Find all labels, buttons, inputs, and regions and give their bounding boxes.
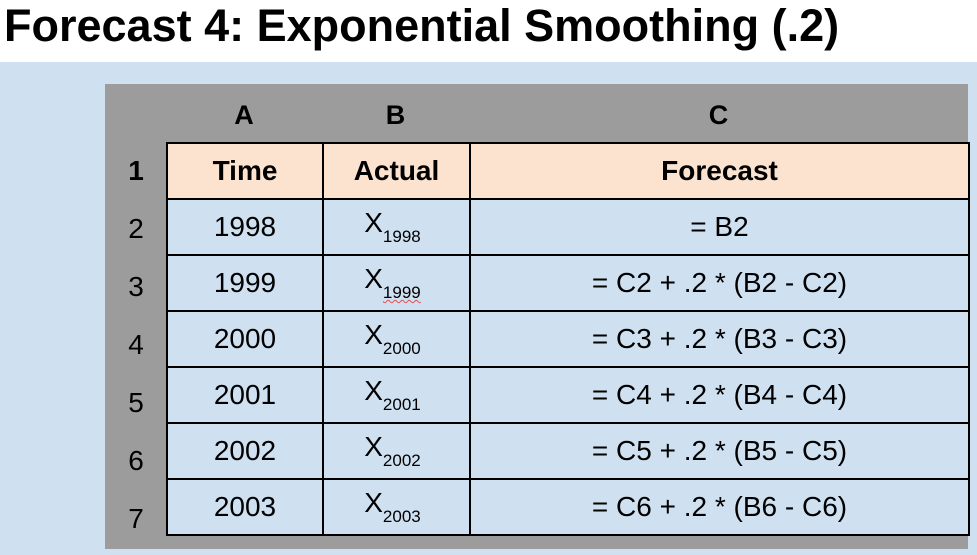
table-row: 2000 X2000 = C3 + .2 * (B3 - C3) [166,310,970,368]
row-header-5: 5 [128,387,144,418]
forecast-formula-cell: = C6 + .2 * (B6 - C6) [469,478,970,536]
actual-symbol: X [364,431,383,462]
actual-cell: X1999 [322,254,471,312]
actual-cell: X2001 [322,366,471,424]
actual-symbol: X [364,487,383,518]
time-cell: 2000 [166,310,324,368]
table-row: 1999 X1999 = C2 + .2 * (B2 - C2) [166,254,970,312]
header-cell-time: Time [166,142,324,200]
actual-symbol: X [364,319,383,350]
time-cell: 1998 [166,198,324,256]
actual-subscript: 2000 [382,339,421,358]
forecast-formula-cell: = C2 + .2 * (B2 - C2) [469,254,970,312]
actual-subscript: 2002 [382,451,421,470]
row-header-2: 2 [128,213,144,244]
forecast-formula-cell: = C3 + .2 * (B3 - C3) [469,310,970,368]
forecast-formula-cell: = C5 + .2 * (B5 - C5) [469,422,970,480]
column-header-a: A [234,100,254,130]
actual-subscript: 1998 [382,227,421,246]
actual-symbol: X [364,263,383,294]
actual-cell: X1998 [322,198,471,256]
row-header-3: 3 [128,271,144,302]
actual-subscript: 1999 [382,283,421,302]
forecast-formula-cell: = C4 + .2 * (B4 - C4) [469,366,970,424]
actual-cell: X2002 [322,422,471,480]
table-row: 1998 X1998 = B2 [166,198,970,256]
time-cell: 2001 [166,366,324,424]
table-row: 2002 X2002 = C5 + .2 * (B5 - C5) [166,422,970,480]
actual-cell: X2003 [322,478,471,536]
header-cell-actual: Actual [322,142,471,200]
row-header-6: 6 [128,445,144,476]
actual-subscript: 2003 [382,507,421,526]
row-header-1: 1 [128,155,144,186]
row-header-4: 4 [128,329,144,360]
table-row: 2001 X2001 = C4 + .2 * (B4 - C4) [166,366,970,424]
forecast-table: Time Actual Forecast 1998 X1998 = B2 199… [166,142,970,536]
time-cell: 1999 [166,254,324,312]
table-row: 2003 X2003 = C6 + .2 * (B6 - C6) [166,478,970,536]
actual-cell: X2000 [322,310,471,368]
time-cell: 2003 [166,478,324,536]
actual-symbol: X [364,375,383,406]
forecast-formula-cell: = B2 [469,198,970,256]
row-header-7: 7 [128,503,144,534]
column-header-c: C [708,100,729,130]
actual-symbol: X [364,207,383,238]
header-cell-forecast: Forecast [469,142,970,200]
table-header-row: Time Actual Forecast [166,142,970,200]
slide-title: Forecast 4: Exponential Smoothing (.2) [4,0,840,51]
actual-subscript: 2001 [382,395,421,414]
column-header-b: B [385,100,406,130]
time-cell: 2002 [166,422,324,480]
